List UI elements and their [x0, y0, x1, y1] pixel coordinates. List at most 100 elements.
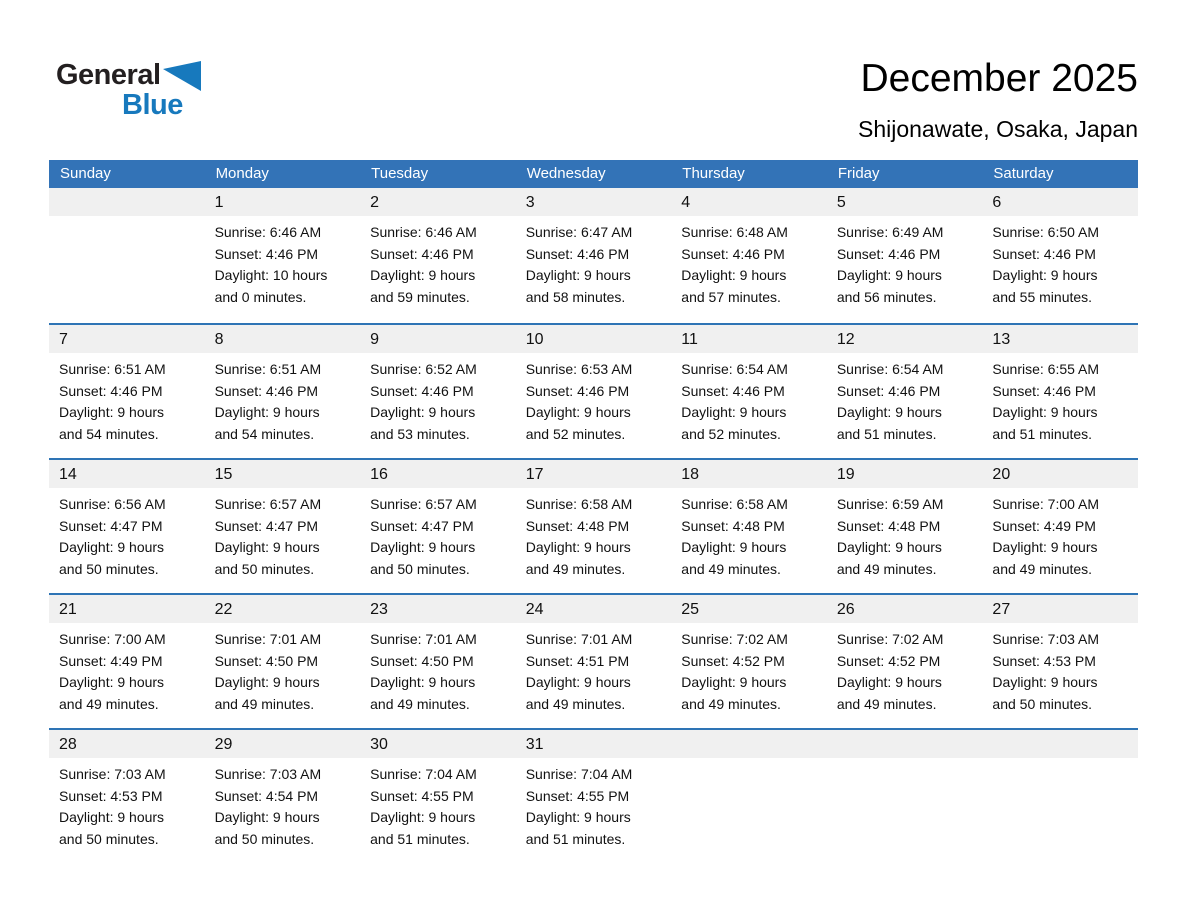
- sunset-text: Sunset: 4:52 PM: [681, 652, 785, 669]
- daylight-text-line2: and 59 minutes.: [370, 288, 470, 305]
- sunset-text: Sunset: 4:50 PM: [214, 652, 319, 669]
- sunrise-text: Sunrise: 6:47 AM: [525, 224, 633, 240]
- day-cell: 5 Sunrise: 6:49 AM Sunset: 4:46 PM Dayli…: [826, 188, 983, 323]
- day-number: 25: [671, 595, 827, 623]
- daylight-text-line1: Daylight: 10 hours: [214, 267, 328, 283]
- daylight-text-line2: and 50 minutes.: [214, 830, 315, 847]
- daylight-text-line2: and 54 minutes.: [214, 425, 315, 442]
- day-cell: 13 Sunrise: 6:55 AM Sunset: 4:46 PM Dayl…: [982, 325, 1138, 458]
- daylight-text-line1: Daylight: 9 hours: [992, 674, 1098, 690]
- sunrise-text: Sunrise: 7:02 AM: [836, 631, 944, 647]
- day-info: Sunrise: 7:01 AM Sunset: 4:50 PM Dayligh…: [205, 623, 361, 715]
- logo-text-blue: Blue: [122, 89, 183, 121]
- week-row-1: 1 Sunrise: 6:46 AM Sunset: 4:46 PM Dayli…: [49, 188, 1138, 323]
- sunrise-text: Sunrise: 6:51 AM: [59, 361, 166, 377]
- sunset-text: Sunset: 4:46 PM: [214, 382, 319, 399]
- day-info: Sunrise: 6:46 AM Sunset: 4:46 PM Dayligh…: [205, 216, 361, 308]
- daylight-text-line1: Daylight: 9 hours: [59, 404, 165, 420]
- day-info: Sunrise: 7:03 AM Sunset: 4:53 PM Dayligh…: [982, 623, 1138, 715]
- day-number: [49, 188, 205, 216]
- sunset-text: Sunset: 4:46 PM: [525, 382, 630, 399]
- day-cell: [826, 730, 983, 863]
- day-info: Sunrise: 6:51 AM Sunset: 4:46 PM Dayligh…: [49, 353, 205, 445]
- sunrise-text: Sunrise: 6:58 AM: [525, 496, 633, 512]
- weekday-tuesday: Tuesday: [371, 165, 429, 182]
- day-number: 28: [49, 730, 205, 758]
- daylight-text-line2: and 49 minutes.: [370, 695, 470, 712]
- sunset-text: Sunset: 4:46 PM: [370, 382, 474, 399]
- day-cell: 18 Sunrise: 6:58 AM Sunset: 4:48 PM Dayl…: [671, 460, 827, 593]
- daylight-text-line1: Daylight: 9 hours: [681, 674, 787, 690]
- day-info: Sunrise: 6:57 AM Sunset: 4:47 PM Dayligh…: [205, 488, 361, 580]
- sunset-text: Sunset: 4:49 PM: [992, 517, 1096, 534]
- day-cell: 28 Sunrise: 7:03 AM Sunset: 4:53 PM Dayl…: [49, 730, 205, 863]
- sunrise-text: Sunrise: 7:03 AM: [59, 766, 166, 782]
- day-number: [982, 730, 1138, 758]
- daylight-text-line2: and 0 minutes.: [214, 288, 307, 305]
- daylight-text-line1: Daylight: 9 hours: [59, 674, 165, 690]
- day-info: [982, 758, 1138, 764]
- day-info: Sunrise: 6:54 AM Sunset: 4:46 PM Dayligh…: [671, 353, 827, 445]
- week-row-4: 21 Sunrise: 7:00 AM Sunset: 4:49 PM Dayl…: [49, 593, 1138, 728]
- day-cell: 16 Sunrise: 6:57 AM Sunset: 4:47 PM Dayl…: [360, 460, 516, 593]
- sunset-text: Sunset: 4:46 PM: [681, 382, 785, 399]
- day-cell: 8 Sunrise: 6:51 AM Sunset: 4:46 PM Dayli…: [204, 325, 361, 458]
- day-cell: [982, 730, 1138, 863]
- sunset-text: Sunset: 4:46 PM: [59, 382, 163, 399]
- daylight-text-line2: and 49 minutes.: [992, 560, 1093, 577]
- day-cell: 14 Sunrise: 6:56 AM Sunset: 4:47 PM Dayl…: [49, 460, 205, 593]
- sunrise-text: Sunrise: 7:01 AM: [214, 631, 322, 647]
- daylight-text-line2: and 52 minutes.: [525, 425, 626, 442]
- daylight-text-line2: and 49 minutes.: [525, 560, 626, 577]
- weekday-saturday: Saturday: [993, 165, 1054, 182]
- day-cell: 15 Sunrise: 6:57 AM Sunset: 4:47 PM Dayl…: [204, 460, 361, 593]
- daylight-text-line1: Daylight: 9 hours: [370, 809, 476, 825]
- day-info: Sunrise: 7:04 AM Sunset: 4:55 PM Dayligh…: [516, 758, 672, 850]
- daylight-text-line1: Daylight: 9 hours: [836, 267, 942, 283]
- daylight-text-line2: and 50 minutes.: [59, 560, 159, 577]
- day-number: 15: [204, 460, 361, 488]
- logo-text-general: General: [56, 59, 161, 91]
- day-number: 2: [360, 188, 516, 216]
- daylight-text-line1: Daylight: 9 hours: [214, 539, 320, 555]
- day-cell: 27 Sunrise: 7:03 AM Sunset: 4:53 PM Dayl…: [982, 595, 1138, 728]
- daylight-text-line1: Daylight: 9 hours: [214, 809, 320, 825]
- day-number: 9: [360, 325, 516, 353]
- day-number: 26: [826, 595, 983, 623]
- day-info: Sunrise: 6:50 AM Sunset: 4:46 PM Dayligh…: [982, 216, 1138, 308]
- day-cell: 29 Sunrise: 7:03 AM Sunset: 4:54 PM Dayl…: [204, 730, 361, 863]
- sunrise-text: Sunrise: 6:46 AM: [214, 224, 322, 240]
- logo-triangle-icon: [162, 61, 201, 96]
- daylight-text-line1: Daylight: 9 hours: [681, 539, 787, 555]
- day-info: Sunrise: 7:00 AM Sunset: 4:49 PM Dayligh…: [49, 623, 205, 715]
- sunrise-text: Sunrise: 6:54 AM: [836, 361, 944, 377]
- daylight-text-line2: and 50 minutes.: [370, 560, 470, 577]
- day-info: Sunrise: 6:49 AM Sunset: 4:46 PM Dayligh…: [827, 216, 983, 308]
- day-cell: 20 Sunrise: 7:00 AM Sunset: 4:49 PM Dayl…: [982, 460, 1138, 593]
- day-info: Sunrise: 6:51 AM Sunset: 4:46 PM Dayligh…: [205, 353, 361, 445]
- week-row-5: 28 Sunrise: 7:03 AM Sunset: 4:53 PM Dayl…: [49, 728, 1138, 863]
- day-number: 22: [204, 595, 361, 623]
- day-info: Sunrise: 7:03 AM Sunset: 4:54 PM Dayligh…: [205, 758, 361, 850]
- sunset-text: Sunset: 4:46 PM: [836, 245, 941, 262]
- daylight-text-line1: Daylight: 9 hours: [992, 404, 1098, 420]
- sunrise-text: Sunrise: 7:04 AM: [525, 766, 633, 782]
- day-cell: 23 Sunrise: 7:01 AM Sunset: 4:50 PM Dayl…: [360, 595, 516, 728]
- page-subtitle: Shijonawate, Osaka, Japan: [857, 116, 1138, 142]
- daylight-text-line1: Daylight: 9 hours: [214, 404, 320, 420]
- day-cell: 9 Sunrise: 6:52 AM Sunset: 4:46 PM Dayli…: [360, 325, 516, 458]
- daylight-text-line1: Daylight: 9 hours: [370, 404, 476, 420]
- day-cell: 30 Sunrise: 7:04 AM Sunset: 4:55 PM Dayl…: [360, 730, 516, 863]
- sunrise-text: Sunrise: 6:51 AM: [214, 361, 322, 377]
- day-number: 5: [826, 188, 983, 216]
- sunrise-text: Sunrise: 7:01 AM: [370, 631, 477, 647]
- day-number: 21: [49, 595, 205, 623]
- day-number: 4: [671, 188, 827, 216]
- daylight-text-line1: Daylight: 9 hours: [525, 267, 631, 283]
- day-cell: 22 Sunrise: 7:01 AM Sunset: 4:50 PM Dayl…: [204, 595, 361, 728]
- day-number: 31: [515, 730, 672, 758]
- sunset-text: Sunset: 4:47 PM: [214, 517, 319, 534]
- day-number: 1: [204, 188, 361, 216]
- daylight-text-line2: and 51 minutes.: [836, 425, 937, 442]
- sunset-text: Sunset: 4:54 PM: [214, 787, 319, 804]
